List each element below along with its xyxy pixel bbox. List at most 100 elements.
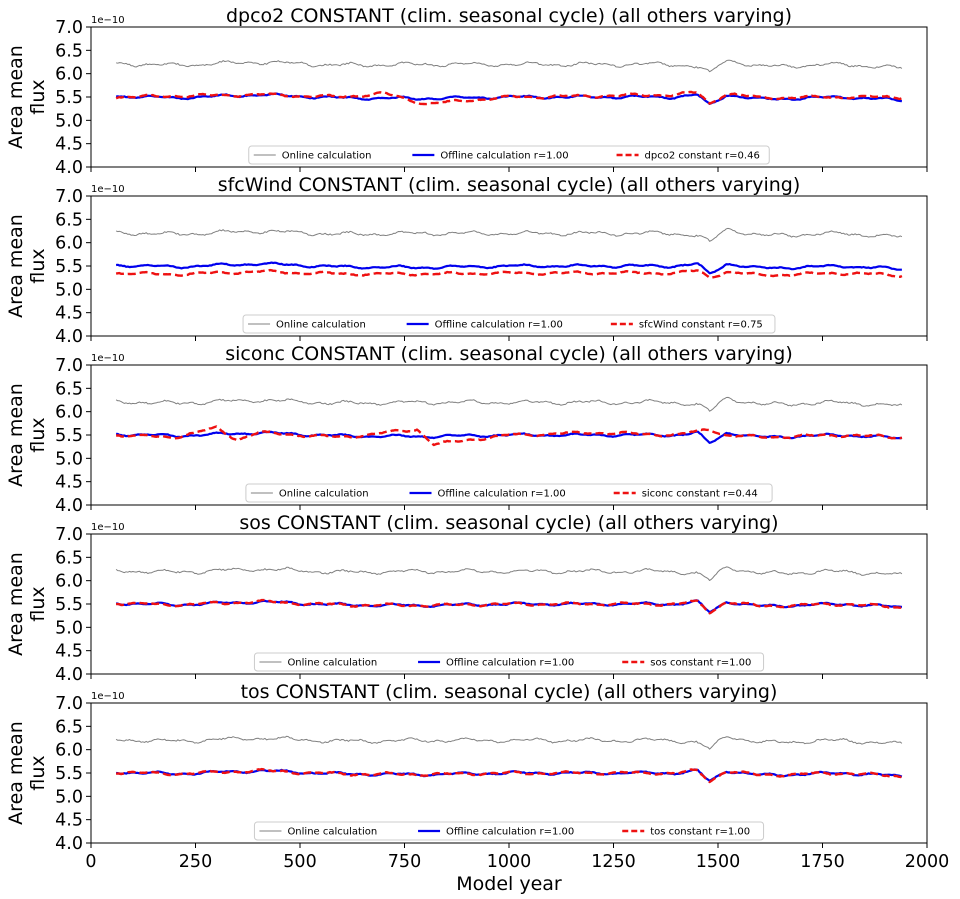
y-tick-label: 6.0 <box>55 234 83 254</box>
legend-label: Online calculation <box>282 151 372 162</box>
y-tick-label: 5.0 <box>55 280 83 300</box>
legend-box <box>253 652 765 672</box>
y-tick-label: 5.0 <box>55 787 83 807</box>
y-tick-label: 5.0 <box>55 618 83 638</box>
legend: Online calculation Offline calculation r=… <box>253 821 765 841</box>
y-tick-label: 7.0 <box>55 694 83 714</box>
y-tick-label: 5.0 <box>55 449 83 469</box>
y-tick-label: 5.5 <box>55 88 83 108</box>
legend: Online calculation Offline calculation r=… <box>245 483 773 503</box>
legend-label: tos constant r=1.00 <box>650 827 750 838</box>
y-axis-label-line1: Area mean <box>5 45 27 149</box>
legend-box <box>242 314 776 334</box>
series-online <box>115 735 903 750</box>
y-axis-label-line1: Area mean <box>5 383 27 487</box>
y-tick-label: 6.0 <box>55 572 83 592</box>
y-tick-label: 5.5 <box>55 764 83 784</box>
y-offset-label: 1e−10 <box>91 691 125 702</box>
subplot-title: dpco2 CONSTANT (clim. seasonal cycle) (a… <box>226 5 792 27</box>
legend-box <box>253 821 765 841</box>
subplot-title: siconc CONSTANT (clim. seasonal cycle) (… <box>225 343 793 365</box>
legend-label: sos constant r=1.00 <box>650 658 751 669</box>
legend: Online calculation Offline calculation r=… <box>242 314 776 334</box>
legend-label: Online calculation <box>287 827 377 838</box>
y-axis-label-line2: flux <box>27 586 49 621</box>
series-online <box>115 396 903 412</box>
legend: Online calculation Offline calculation r=… <box>253 652 765 672</box>
legend-label: siconc constant r=0.44 <box>642 489 758 500</box>
legend-label: Offline calculation r=1.00 <box>446 827 574 838</box>
x-tick-label: 0 <box>85 852 96 872</box>
subplot-2: sfcWind CONSTANT (clim. seasonal cycle) … <box>5 174 928 347</box>
series-constant <box>116 598 903 615</box>
x-tick-label: 250 <box>179 852 212 872</box>
legend-label: Online calculation <box>276 320 366 331</box>
y-tick-label: 6.0 <box>55 65 83 85</box>
y-tick-label: 4.0 <box>55 496 83 516</box>
y-tick-label: 4.0 <box>55 158 83 178</box>
x-tick-label: 750 <box>388 852 421 872</box>
y-tick-label: 5.5 <box>55 595 83 615</box>
y-offset-label: 1e−10 <box>91 353 125 364</box>
legend-label: Online calculation <box>279 489 369 500</box>
y-tick-label: 7.0 <box>55 356 83 376</box>
legend-label: Offline calculation r=1.00 <box>446 658 574 669</box>
series-constant <box>115 90 903 106</box>
y-tick-label: 6.0 <box>55 403 83 423</box>
x-tick-label: 1000 <box>487 852 532 872</box>
x-tick-label: 1500 <box>696 852 741 872</box>
y-offset-label: 1e−10 <box>91 15 125 26</box>
legend: Online calculation Offline calculation r=… <box>248 145 770 165</box>
y-tick-label: 4.0 <box>55 327 83 347</box>
series-constant <box>116 425 903 447</box>
y-tick-label: 6.0 <box>55 741 83 761</box>
series-offline <box>115 261 902 275</box>
subplot-title: sos CONSTANT (clim. seasonal cycle) (all… <box>239 512 778 534</box>
series-online <box>115 59 903 73</box>
legend-label: dpco2 constant r=0.46 <box>645 151 760 162</box>
subplot-3: siconc CONSTANT (clim. seasonal cycle) (… <box>5 343 928 516</box>
y-tick-label: 4.5 <box>55 304 83 324</box>
x-tick-label: 1750 <box>800 852 845 872</box>
y-axis-label-line1: Area mean <box>5 721 27 825</box>
y-axis-label-line2: flux <box>27 79 49 114</box>
y-tick-label: 6.5 <box>55 548 83 568</box>
y-tick-label: 6.5 <box>55 41 83 61</box>
subplot-title: sfcWind CONSTANT (clim. seasonal cycle) … <box>218 174 801 196</box>
y-axis-label-line1: Area mean <box>5 214 27 318</box>
y-axis-label-line2: flux <box>27 417 49 452</box>
y-tick-label: 4.0 <box>55 665 83 685</box>
y-tick-label: 6.5 <box>55 379 83 399</box>
subplot-title: tos CONSTANT (clim. seasonal cycle) (all… <box>241 681 778 703</box>
y-axis-label-line1: Area mean <box>5 552 27 656</box>
legend-label: sfcWind constant r=0.75 <box>639 320 763 331</box>
y-offset-label: 1e−10 <box>91 522 125 533</box>
x-axis-label: Model year <box>456 873 562 895</box>
series-constant <box>115 268 903 279</box>
subplot-4: sos CONSTANT (clim. seasonal cycle) (all… <box>5 512 928 685</box>
y-tick-label: 4.5 <box>55 642 83 662</box>
legend-label: Offline calculation r=1.00 <box>440 151 568 162</box>
legend-label: Offline calculation r=1.00 <box>438 489 566 500</box>
legend-box <box>248 145 770 165</box>
y-tick-label: 6.5 <box>55 717 83 737</box>
series-constant <box>116 767 903 784</box>
x-tick-label: 1250 <box>591 852 636 872</box>
series-online <box>115 227 903 242</box>
y-tick-label: 7.0 <box>55 187 83 207</box>
y-offset-label: 1e−10 <box>91 184 125 195</box>
y-tick-label: 5.0 <box>55 111 83 131</box>
y-tick-label: 5.5 <box>55 426 83 446</box>
legend-box <box>245 483 773 503</box>
y-tick-label: 4.0 <box>55 834 83 854</box>
y-tick-label: 7.0 <box>55 525 83 545</box>
y-tick-label: 7.0 <box>55 18 83 38</box>
y-tick-label: 5.5 <box>55 257 83 277</box>
y-axis-label-line2: flux <box>27 248 49 283</box>
x-tick-label: 500 <box>283 852 316 872</box>
subplot-5: tos CONSTANT (clim. seasonal cycle) (all… <box>5 681 928 854</box>
y-tick-label: 4.5 <box>55 473 83 493</box>
y-tick-label: 6.5 <box>55 210 83 230</box>
series-online <box>115 566 903 581</box>
